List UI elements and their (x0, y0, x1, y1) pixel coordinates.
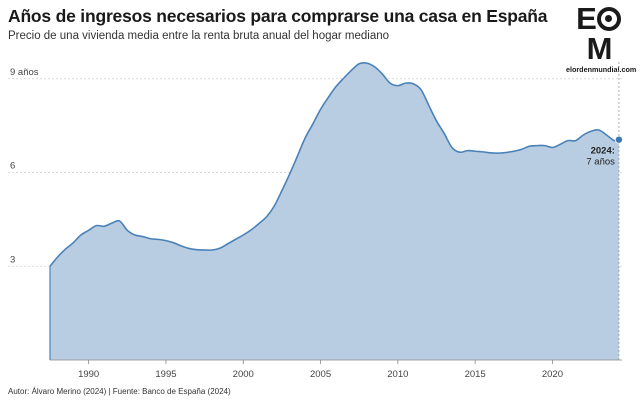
chart-subtitle: Precio de una vivienda media entre la re… (8, 30, 390, 42)
x-tick-label: 2005 (310, 369, 331, 380)
logo-subtitle: elordenmundial.com (566, 65, 637, 74)
x-tick-label: 1990 (78, 369, 99, 380)
x-tick-label: 1995 (155, 369, 176, 380)
x-tick-label: 2010 (387, 369, 408, 380)
area-layer (49, 61, 620, 360)
annotation-layer: 2024:7 años (586, 62, 623, 360)
x-tick-label: 2015 (465, 369, 486, 380)
source-note: Autor: Álvaro Merino (2024) | Fuente: Ba… (8, 387, 231, 396)
y-tick-label: 3 (10, 254, 15, 265)
annotation-value-label: 7 años (586, 157, 615, 168)
series-line (49, 61, 620, 267)
x-tick-label: 2000 (233, 369, 254, 380)
annotation-year-label: 2024: (591, 146, 615, 157)
logo-mark: EM (566, 3, 632, 64)
series-area (50, 62, 619, 360)
y-tick-label: 9 años (10, 67, 39, 78)
annotation-point (614, 135, 623, 144)
y-tick-label: 6 (10, 161, 15, 172)
eom-logo: EM elordenmundial.com (566, 3, 637, 74)
logo-o-icon (596, 7, 621, 31)
x-tick-label: 2020 (542, 369, 563, 380)
axis-layer: 3 6 9 años 1990 1995 2000 2005 2010 2015 2020 (10, 67, 622, 380)
chart-title: Años de ingresos necesarios para comprar… (8, 6, 548, 26)
